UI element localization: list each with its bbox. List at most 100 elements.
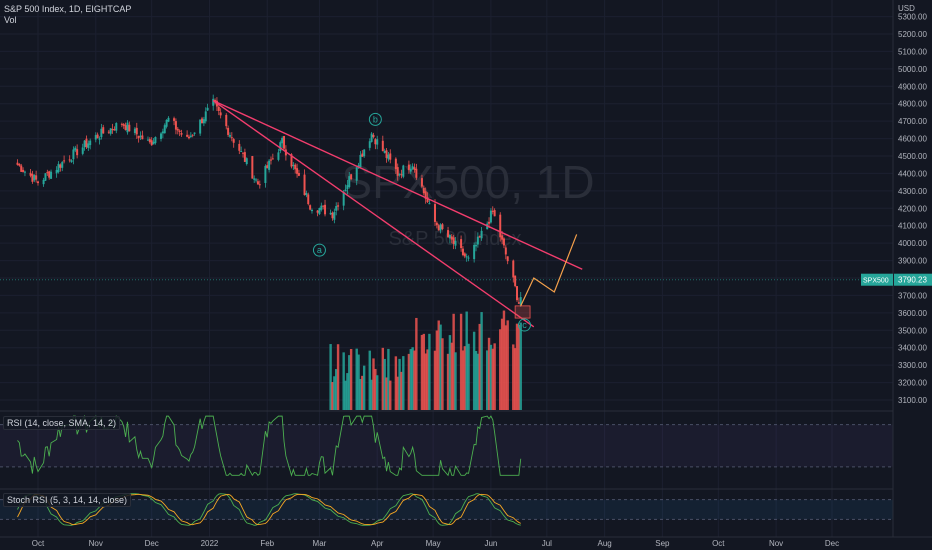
candle-body: [452, 237, 455, 244]
candle-body: [400, 174, 403, 176]
candle-body: [191, 134, 194, 136]
candle-body: [441, 224, 444, 230]
volume-bar: [420, 334, 424, 410]
candle-body: [238, 143, 241, 151]
time-tick: Nov: [89, 539, 103, 548]
symbol-title: S&P 500 Index, 1D, EIGHTCAP: [4, 4, 132, 14]
candle-body: [128, 124, 131, 132]
candle-body: [180, 133, 183, 135]
volume-bar: [493, 343, 496, 410]
volume-bar: [499, 329, 502, 410]
candle-body: [146, 139, 149, 141]
candle-body: [219, 112, 222, 116]
drawing-layer[interactable]: a b c: [212, 99, 583, 332]
candlesticks: [16, 94, 522, 307]
volume-bar: [357, 354, 360, 410]
candle-body: [186, 134, 189, 137]
time-tick: Feb: [260, 539, 274, 548]
candle-body: [33, 175, 36, 181]
candle-body: [115, 123, 118, 131]
watermark-name: S&P 500 Index: [388, 228, 521, 250]
wave-b-circle: [368, 112, 382, 126]
candle-body: [57, 163, 60, 173]
candle-body: [402, 165, 405, 177]
volume-bar: [435, 330, 439, 410]
volume-bar: [426, 349, 429, 410]
price-tick: 4900.00: [898, 82, 927, 91]
volume-bar: [515, 323, 519, 410]
volume-bar: [402, 356, 405, 410]
candle-body: [122, 124, 125, 126]
volume-bar: [448, 335, 452, 410]
time-tick: Oct: [32, 539, 45, 548]
candle-body: [357, 165, 360, 167]
time-tick: Dec: [825, 539, 839, 548]
candle-body: [230, 137, 233, 139]
wave-a-label: a: [317, 245, 322, 255]
volume-bar: [376, 375, 379, 410]
candle-body: [331, 212, 334, 219]
volume-bar: [387, 348, 390, 410]
candle-body: [409, 168, 412, 172]
volume-bar: [383, 358, 386, 410]
candle-body: [407, 164, 410, 170]
last-price-text: 3790.23: [898, 276, 927, 285]
candle-body: [329, 212, 332, 215]
candle-body: [55, 169, 58, 174]
candle-body: [161, 131, 164, 134]
candle-body: [70, 160, 73, 163]
candle-body: [335, 206, 338, 211]
volume-bar: [413, 350, 416, 410]
price-tick: 4400.00: [898, 169, 927, 178]
candle-body: [415, 168, 418, 178]
candle-body: [305, 192, 308, 196]
candle-body: [251, 156, 254, 179]
candle-body: [333, 212, 336, 220]
candle-body: [174, 121, 177, 130]
candle-body: [368, 141, 371, 148]
volume-bar: [454, 352, 457, 410]
candle-body: [461, 248, 464, 256]
candle-body: [44, 173, 47, 181]
volume-bar: [389, 380, 392, 410]
trendline-upper: [212, 99, 583, 270]
candle-body: [376, 139, 379, 145]
candle-body: [428, 203, 431, 205]
volume-bar: [504, 325, 508, 410]
candle-body: [514, 275, 517, 287]
volume-bar: [478, 323, 481, 410]
chart-grid: [0, 0, 893, 537]
candle-body: [242, 152, 245, 154]
candle-body: [111, 129, 114, 131]
time-tick: 2022: [201, 539, 219, 548]
candle-body: [137, 135, 140, 139]
volume-bars: [329, 310, 522, 410]
volume-bar: [362, 365, 366, 410]
candle-body: [81, 147, 84, 154]
stoch-d-line: [17, 493, 521, 526]
candle-body: [450, 236, 453, 240]
candle-body: [154, 136, 157, 143]
candle-body: [243, 152, 246, 162]
volume-bar: [506, 320, 509, 410]
stoch-rsi-label[interactable]: Stoch RSI (5, 3, 14, 14, close): [3, 493, 132, 507]
candle-body: [473, 244, 476, 260]
volume-bar: [368, 350, 371, 410]
candle-body: [225, 114, 228, 127]
volume-bar: [400, 371, 403, 410]
rsi-label[interactable]: RSI (14, close, SMA, 14, 2): [3, 416, 121, 430]
volume-bar: [437, 320, 440, 410]
volume-bar: [344, 380, 347, 410]
candle-body: [385, 150, 388, 158]
candle-body: [102, 127, 105, 134]
candle-body: [98, 138, 101, 140]
candle-body: [160, 133, 163, 139]
volume-bar: [333, 376, 336, 410]
candle-body: [232, 139, 235, 143]
candle-body: [258, 184, 261, 186]
stoch-band: [0, 499, 893, 520]
volume-bar: [459, 313, 463, 410]
price-tick: 4300.00: [898, 187, 927, 196]
wave-a-circle: [312, 243, 326, 257]
